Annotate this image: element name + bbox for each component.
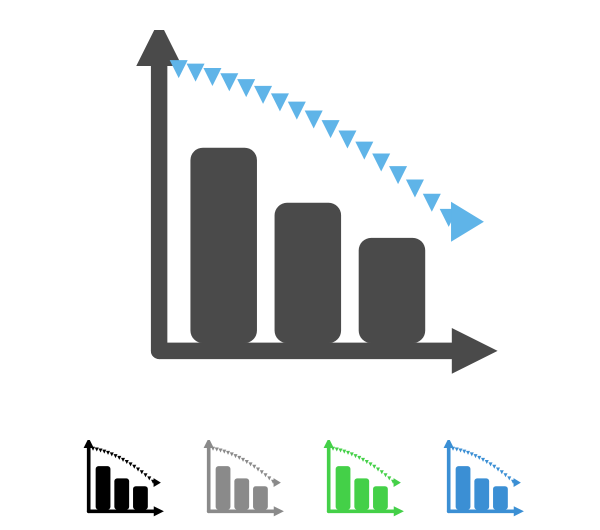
variant-gray-icon <box>195 440 285 520</box>
variant-blue-icon <box>435 440 525 520</box>
variant-black-icon <box>75 440 165 520</box>
icon-preview-stage <box>0 0 600 530</box>
negative-trend-chart-icon <box>100 30 500 390</box>
color-variant-row <box>0 440 600 520</box>
variant-green-icon <box>315 440 405 520</box>
